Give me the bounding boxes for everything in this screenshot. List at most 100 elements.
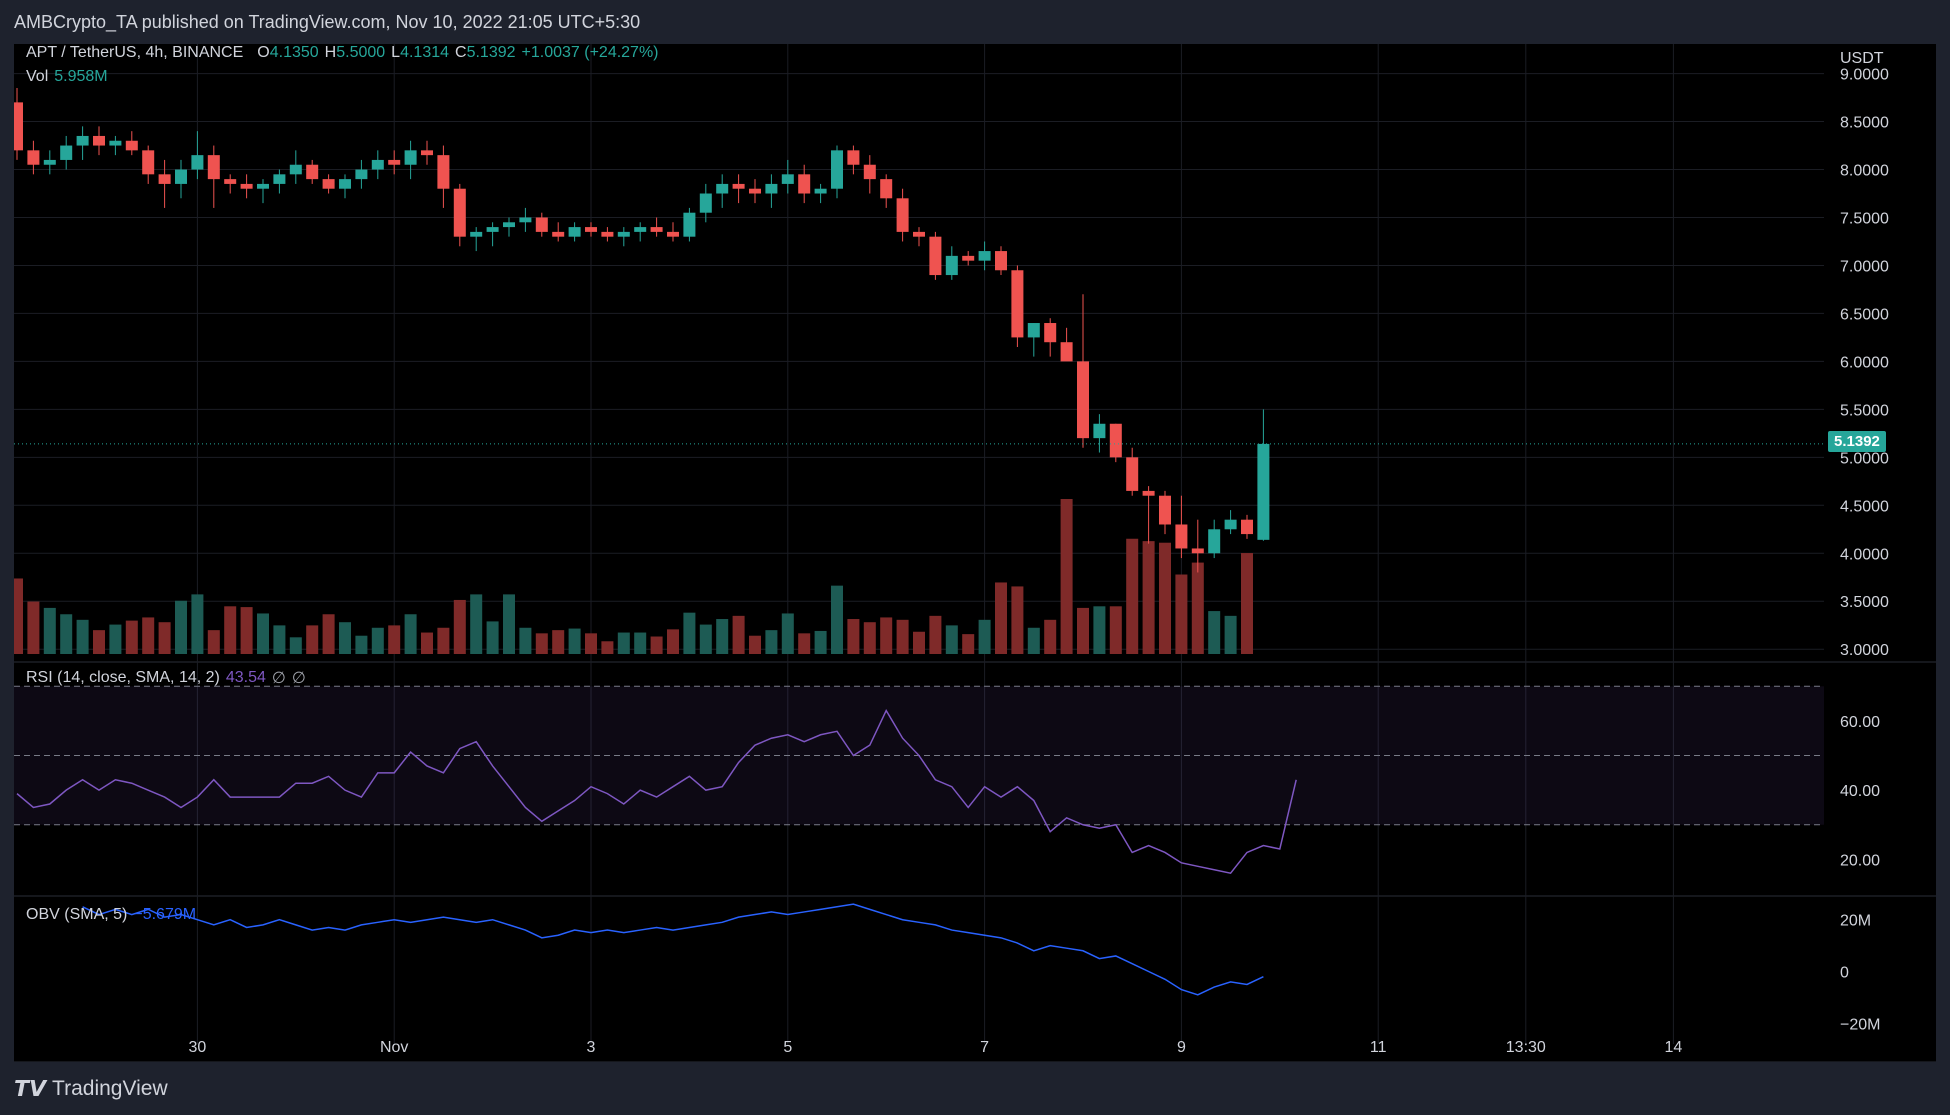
volume-bar <box>355 635 368 654</box>
candle-body[interactable] <box>1093 423 1106 439</box>
candle-body[interactable] <box>109 140 122 146</box>
chart-svg[interactable]: 3.0000 3.5000 4.0000 4.5000 5.0000 5.5000 6.00… <box>14 44 1936 1062</box>
candle-body[interactable] <box>896 198 909 232</box>
candle-body[interactable] <box>421 150 433 156</box>
volume-bar <box>306 625 319 654</box>
obv-label[interactable]: OBV (SMA, 5) <box>26 906 128 923</box>
candle-body[interactable] <box>1044 323 1057 343</box>
candle-body[interactable] <box>650 227 663 232</box>
candle-body[interactable] <box>257 183 269 189</box>
candle-body[interactable] <box>224 179 237 184</box>
volume-value: 5.958M <box>54 68 108 85</box>
volume-bar <box>880 617 893 654</box>
candle-body[interactable] <box>273 174 286 184</box>
candle-body[interactable] <box>716 183 729 194</box>
candle-body[interactable] <box>847 150 860 165</box>
candle-body[interactable] <box>322 179 335 189</box>
candle-body[interactable] <box>880 179 893 199</box>
candle-body[interactable] <box>1175 524 1188 549</box>
candle-body[interactable] <box>1109 423 1122 458</box>
candle-body[interactable] <box>388 159 401 165</box>
volume-bar <box>273 625 286 654</box>
tradingview-footer[interactable]: 𝙏𝙑 TradingView <box>14 1062 614 1115</box>
candle-body[interactable] <box>568 227 581 237</box>
candle-body[interactable] <box>60 145 73 160</box>
candle-body[interactable] <box>371 159 384 170</box>
candle-body[interactable] <box>552 231 565 237</box>
candle-body[interactable] <box>1011 270 1024 338</box>
candle-body[interactable] <box>27 150 40 165</box>
candle-body[interactable] <box>191 155 204 170</box>
candle-body[interactable] <box>1060 342 1073 362</box>
volume-bar <box>1224 615 1237 654</box>
candle-body[interactable] <box>404 150 417 165</box>
candle-body[interactable] <box>470 231 483 237</box>
volume-bar <box>27 601 40 654</box>
candle-body[interactable] <box>634 227 647 232</box>
candle-body[interactable] <box>486 227 499 232</box>
candle-body[interactable] <box>1224 519 1237 530</box>
candle-body[interactable] <box>1241 519 1253 535</box>
candle-body[interactable] <box>1257 443 1270 540</box>
candle-body[interactable] <box>1159 495 1171 525</box>
candle-body[interactable] <box>831 150 843 189</box>
volume-label[interactable]: Vol <box>26 68 49 85</box>
candle-body[interactable] <box>14 102 23 151</box>
volume-bar <box>929 615 942 654</box>
rsi-label[interactable]: RSI (14, close, SMA, 14, 2) <box>26 669 220 686</box>
rsi-axis-tick: 60.00 <box>1840 714 1880 731</box>
candle-body[interactable] <box>503 222 515 228</box>
candle-body[interactable] <box>863 164 876 180</box>
volume-bar <box>158 622 171 654</box>
candle-body[interactable] <box>1142 490 1155 496</box>
candle-body[interactable] <box>519 217 532 223</box>
volume-bar <box>1077 607 1089 654</box>
candle-body[interactable] <box>175 169 187 184</box>
candle-body[interactable] <box>667 231 679 237</box>
candle-body[interactable] <box>617 231 630 237</box>
candle-body[interactable] <box>749 188 761 194</box>
candle-body[interactable] <box>814 188 827 194</box>
candle-body[interactable] <box>93 135 105 146</box>
chart-area[interactable]: 3.0000 3.5000 4.0000 4.5000 5.0000 5.5000 6.00… <box>14 44 1936 1062</box>
candle-body[interactable] <box>289 164 302 175</box>
candle-body[interactable] <box>125 140 138 151</box>
price-axis-unit-label: USDT <box>1840 50 1884 67</box>
candle-body[interactable] <box>43 159 56 165</box>
candle-body[interactable] <box>142 150 155 175</box>
candle-body[interactable] <box>339 179 351 189</box>
symbol-label[interactable]: APT / TetherUS, 4h, BINANCE <box>26 44 244 61</box>
candle-body[interactable] <box>765 183 778 194</box>
candle-body[interactable] <box>699 193 712 213</box>
price-axis-tick: 3.0000 <box>1840 642 1889 659</box>
candle-body[interactable] <box>76 135 89 146</box>
candle-body[interactable] <box>683 212 696 237</box>
candle-body[interactable] <box>585 227 597 232</box>
candle-body[interactable] <box>929 236 942 276</box>
candle-body[interactable] <box>535 217 548 232</box>
candle-body[interactable] <box>798 174 811 194</box>
candle-body[interactable] <box>1191 548 1204 554</box>
candle-body[interactable] <box>1027 323 1040 338</box>
candle-body[interactable] <box>601 231 614 237</box>
candle-body[interactable] <box>437 155 450 189</box>
candle-body[interactable] <box>355 169 368 180</box>
candle-body[interactable] <box>995 251 1007 271</box>
candle-body[interactable] <box>781 174 794 184</box>
candle-body[interactable] <box>158 174 171 184</box>
volume-bar <box>76 619 89 654</box>
candle-body[interactable] <box>962 255 975 261</box>
candle-body[interactable] <box>945 255 958 276</box>
candle-body[interactable] <box>453 188 466 237</box>
time-axis-tick: 30 <box>189 1039 207 1056</box>
candle-body[interactable] <box>1208 529 1221 554</box>
candle-body[interactable] <box>306 164 319 180</box>
volume-bar <box>568 628 581 654</box>
candle-body[interactable] <box>1077 361 1089 439</box>
candle-body[interactable] <box>207 155 220 180</box>
candle-body[interactable] <box>240 183 253 189</box>
candle-body[interactable] <box>913 231 925 237</box>
candle-body[interactable] <box>732 183 745 189</box>
candle-body[interactable] <box>978 251 991 261</box>
candle-body[interactable] <box>1126 457 1139 491</box>
